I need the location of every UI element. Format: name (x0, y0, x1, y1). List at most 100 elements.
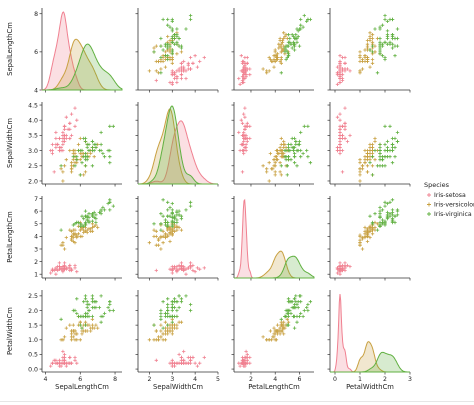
data-point (172, 297, 177, 301)
legend: Species Iris-setosa Iris-versicolor Iris-v… (424, 181, 474, 218)
data-point (378, 224, 382, 228)
data-point (296, 300, 300, 304)
data-point (177, 305, 181, 310)
data-point (166, 220, 170, 225)
data-point (275, 323, 280, 327)
data-point (338, 69, 342, 73)
data-point (245, 139, 249, 144)
data-point (368, 148, 372, 153)
data-point (283, 34, 287, 39)
data-point (198, 59, 202, 64)
data-point (159, 311, 163, 316)
data-point (184, 208, 188, 212)
data-point (368, 31, 372, 35)
data-point (154, 358, 158, 362)
data-point (179, 300, 184, 304)
data-point (184, 27, 188, 31)
data-point (166, 44, 170, 48)
data-point (390, 210, 395, 215)
data-point (296, 142, 300, 147)
y-tick-label: 2 (34, 259, 38, 266)
data-point (363, 161, 367, 165)
x-tick-label: 2 (383, 376, 387, 383)
data-point (73, 151, 77, 156)
data-point (261, 335, 265, 339)
data-point (59, 167, 63, 171)
data-point (279, 164, 283, 168)
data-point (166, 224, 170, 228)
data-point (383, 200, 387, 204)
data-point (89, 329, 93, 333)
data-point (202, 55, 206, 60)
data-point (182, 69, 186, 73)
data-point (365, 164, 370, 168)
kde-iris-virginica (42, 43, 123, 91)
panel-sepal-length-cm-vs-petal-width-cm (327, 8, 411, 93)
x-tick-label: 2 (249, 376, 253, 383)
data-point (274, 155, 279, 159)
data-point (278, 44, 282, 48)
data-point (68, 323, 72, 327)
data-point (182, 268, 186, 273)
data-point (83, 320, 88, 324)
data-point (108, 161, 112, 165)
data-point (92, 155, 96, 159)
data-point (177, 294, 181, 298)
data-point (83, 294, 88, 298)
data-point (90, 314, 95, 319)
data-point (50, 142, 55, 147)
data-point (305, 305, 309, 310)
data-point (85, 145, 89, 150)
data-point (101, 205, 105, 210)
data-point (278, 170, 282, 174)
data-point (308, 161, 313, 165)
data-point (272, 158, 276, 162)
data-point (340, 148, 345, 153)
data-point (71, 308, 75, 313)
data-point (245, 121, 249, 125)
data-point (191, 61, 195, 65)
data-point (373, 158, 377, 162)
data-point (172, 214, 177, 218)
y-tick-label: 2.0 (28, 308, 38, 315)
data-point (179, 76, 184, 81)
data-point (240, 170, 245, 174)
y-tick-label: 8 (34, 11, 38, 18)
data-point (202, 266, 206, 270)
data-point (179, 266, 184, 270)
data-point (292, 151, 297, 156)
scatter-iris-virginica (279, 124, 313, 177)
data-point (297, 44, 302, 48)
data-point (161, 214, 165, 218)
data-point (166, 34, 170, 39)
data-point (92, 224, 96, 228)
data-point (378, 148, 382, 153)
data-point (345, 139, 350, 144)
data-point (73, 329, 77, 333)
data-point (99, 212, 103, 216)
data-point (166, 23, 170, 27)
y-tick-label: 4 (34, 87, 38, 94)
data-point (338, 267, 342, 271)
data-point (73, 241, 77, 245)
data-point (242, 130, 246, 135)
scatter-iris-setosa (237, 349, 252, 368)
data-point (179, 46, 184, 50)
data-point (78, 323, 82, 327)
data-point (175, 218, 179, 222)
data-point (285, 311, 289, 316)
kde-iris-virginica (138, 105, 218, 185)
scatter-iris-setosa (49, 349, 79, 368)
data-point (99, 320, 103, 324)
data-point (275, 148, 280, 153)
data-point (242, 112, 246, 116)
data-point (378, 215, 382, 220)
data-point (243, 136, 247, 141)
panel-petal-length-cm-vs-sepal-width-cm (135, 196, 219, 281)
data-point (61, 142, 65, 147)
data-point (390, 46, 395, 50)
data-point (248, 355, 252, 360)
panel-sepal-length-cm-vs-petal-length-cm (231, 8, 314, 93)
data-point (152, 46, 156, 50)
data-point (161, 234, 165, 239)
